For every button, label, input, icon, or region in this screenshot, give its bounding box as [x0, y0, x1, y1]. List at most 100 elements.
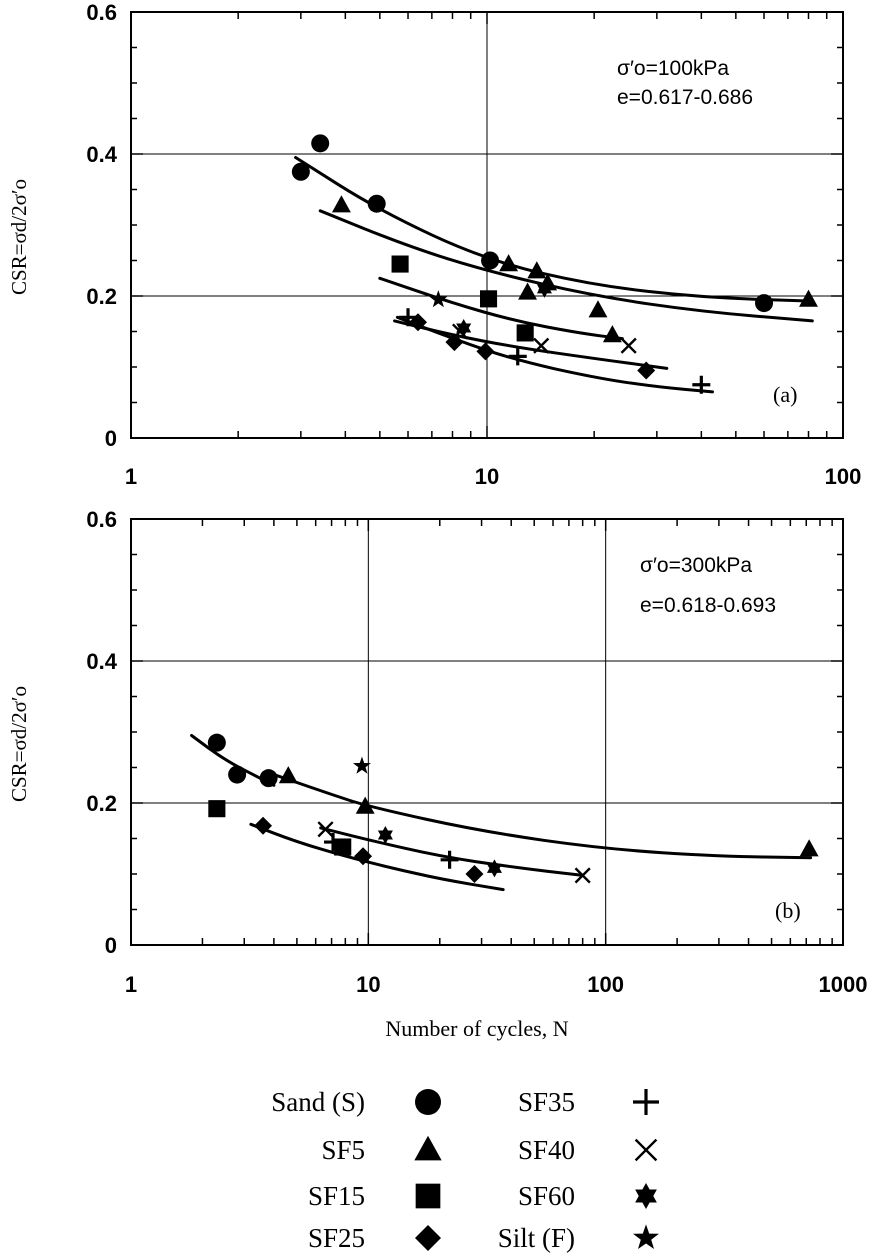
data-point: [533, 337, 550, 354]
panel-label: (a): [773, 382, 797, 407]
data-point: [481, 251, 500, 270]
trend-line: [318, 209, 814, 323]
data-point: [536, 279, 552, 298]
data-point: [516, 324, 534, 342]
data-point: [799, 289, 818, 307]
series-sand-s: [291, 134, 774, 313]
legend-marker-cross: [634, 1138, 658, 1162]
trend-line: [378, 276, 624, 341]
chart-panel-b: 1 10 100 1000 0 0.2 0.4 0.6 CSR=σd/2σ′o Number of…: [7, 507, 867, 1041]
y-axis-label: CSR=σd/2σ′o: [7, 179, 31, 295]
legend-marker-star: [633, 1224, 659, 1250]
y-tick-label: 0.4: [86, 142, 117, 167]
legend-marker-triangle: [414, 1135, 442, 1161]
legend-label: SF5: [321, 1135, 365, 1165]
gridlines: [131, 519, 843, 945]
series-sf15: [391, 255, 534, 342]
gridlines: [131, 12, 843, 438]
data-point: [208, 800, 226, 818]
data-point: [259, 769, 278, 788]
series-silt-f: [429, 290, 448, 308]
data-point: [486, 859, 502, 878]
data-point: [254, 816, 273, 835]
data-point: [518, 282, 538, 300]
data-point: [317, 821, 334, 838]
x-tick-label: 100: [587, 972, 624, 997]
x-tick-label: 1: [125, 972, 137, 997]
legend-marker-hexstar: [635, 1183, 657, 1209]
data-point: [399, 308, 418, 327]
legend-label: Silt (F): [498, 1223, 575, 1253]
data-point: [527, 261, 547, 279]
y-tick-label: 0.4: [86, 649, 117, 674]
condition-annotation: e=0.617-0.686: [617, 86, 753, 109]
trend-line: [395, 315, 714, 394]
data-point: [331, 195, 351, 213]
data-point: [207, 733, 226, 752]
series-sf60: [456, 279, 552, 337]
y-tick-label: 0.2: [86, 284, 117, 309]
trend-lines: [190, 734, 813, 892]
series-sand-s: [207, 733, 278, 788]
y-tick-label: 0.6: [86, 507, 117, 532]
trend-line: [393, 319, 669, 370]
plot-frame: [130, 518, 844, 946]
data-point: [499, 254, 519, 272]
condition-annotation: σ′o=100kPa: [617, 57, 729, 80]
data-point: [602, 325, 622, 343]
data-point: [445, 333, 464, 352]
series-sf40: [317, 821, 591, 884]
trend-lines: [294, 156, 814, 394]
data-point: [355, 796, 375, 814]
data-point: [354, 847, 373, 866]
data-point: [291, 162, 310, 181]
trend-line: [249, 822, 505, 892]
y-axis-label: CSR=σd/2σ′o: [7, 686, 31, 802]
axis-ticks: [130, 518, 843, 946]
y-tick-label: 0: [105, 426, 117, 451]
legend: Sand (S) SF5 SF15 SF25 SF35 SF40 SF60 Silt (F): [271, 1087, 659, 1253]
y-tick-label: 0: [105, 933, 117, 958]
data-point: [465, 865, 484, 883]
data-point: [476, 342, 495, 361]
data-point: [377, 825, 393, 844]
data-point: [429, 290, 448, 308]
legend-label: SF40: [518, 1135, 575, 1165]
x-axis-label: Number of cycles, N: [385, 1016, 568, 1041]
series-sf35: [399, 308, 711, 394]
trend-line: [294, 156, 810, 303]
series-sf15: [208, 800, 352, 856]
trend-line: [319, 826, 585, 877]
condition-annotation: σ′o=300kPa: [640, 554, 752, 577]
condition-annotation: e=0.618-0.693: [640, 594, 776, 617]
data-point: [637, 361, 656, 380]
legend-label: SF25: [308, 1223, 365, 1253]
x-tick-label: 1: [125, 464, 137, 489]
series-sf60: [377, 825, 502, 878]
y-tick-label: 0.2: [86, 791, 117, 816]
data-point: [692, 375, 711, 394]
data-point: [508, 347, 527, 366]
series-silt-f: [352, 756, 371, 774]
data-point: [588, 300, 608, 318]
data-point: [367, 194, 386, 213]
data-point: [799, 839, 819, 857]
data-point: [456, 318, 472, 337]
legend-label: Sand (S): [271, 1087, 365, 1117]
data-point: [228, 765, 247, 784]
x-tick-label: 10: [475, 464, 499, 489]
data-point: [391, 255, 409, 273]
chart-panel-a: 1 10 100 0 0.2 0.4 0.6 CSR=σd/2σ′o σ′o=100kPa e=0…: [7, 0, 861, 489]
series-sf25: [254, 816, 484, 883]
legend-marker-circle: [415, 1089, 441, 1115]
legend-label: SF60: [518, 1181, 575, 1211]
trend-line: [272, 773, 813, 860]
data-point: [440, 850, 459, 869]
legend-marker-diamond: [415, 1225, 441, 1251]
data-point: [278, 766, 298, 784]
data-point: [755, 294, 774, 313]
x-tick-label: 100: [825, 464, 862, 489]
legend-label: SF15: [308, 1181, 365, 1211]
data-point: [311, 134, 330, 153]
